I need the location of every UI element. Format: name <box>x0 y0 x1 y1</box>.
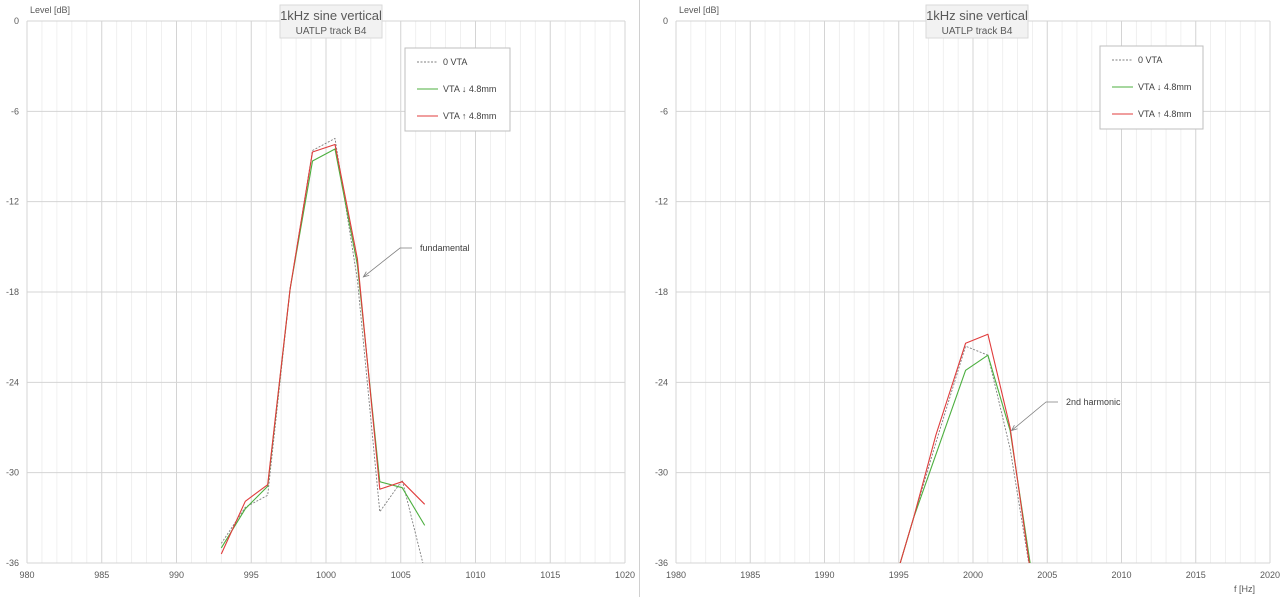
annotation-text: 2nd harmonic <box>1066 397 1121 407</box>
chart-title: 1kHz sine vertical <box>280 8 382 23</box>
x-tick-label: 1995 <box>889 570 909 580</box>
y-tick-label: -30 <box>6 468 19 478</box>
series-group <box>220 137 426 563</box>
x-tick-label: 1980 <box>666 570 686 580</box>
x-tick-label: 1000 <box>316 570 336 580</box>
y-tick-label: -12 <box>6 197 19 207</box>
chart-subtitle: UATLP track B4 <box>942 26 1013 37</box>
x-tick-label: 1020 <box>615 570 635 580</box>
x-tick-label: 990 <box>169 570 184 580</box>
annotation-arrowhead <box>1010 425 1018 432</box>
series-line-1 <box>899 345 1030 563</box>
title-box <box>925 4 1029 39</box>
annotation-leader <box>363 247 412 278</box>
title-box <box>279 4 383 39</box>
legend-label: 0 VTA <box>1138 55 1162 65</box>
series-line-1 <box>220 137 424 563</box>
y-tick-label: -18 <box>6 287 19 297</box>
legend-label: 0 VTA <box>443 57 467 67</box>
legend-label: VTA ↑ 4.8mm <box>443 111 496 121</box>
y-tick-label: 0 <box>663 16 668 26</box>
y-axis-label: Level [dB] <box>30 5 70 15</box>
x-tick-label: 2015 <box>1186 570 1206 580</box>
x-axis-label: f [Hz] <box>1234 584 1255 594</box>
y-axis-label: Level [dB] <box>679 5 719 15</box>
annotation-arrowhead <box>362 271 370 278</box>
legend-label: VTA ↓ 4.8mm <box>443 84 496 94</box>
x-tick-label: 995 <box>244 570 259 580</box>
chart-2: 1980 1985 1990 1995 2000 2005 2010 2015 2020 0 -6 -… <box>655 4 1280 594</box>
y-tick-label: -12 <box>655 197 668 207</box>
y-tick-label: -24 <box>655 377 668 387</box>
y-tick-label: -18 <box>655 287 668 297</box>
x-tick-label: 2000 <box>963 570 983 580</box>
x-tick-label: 980 <box>19 570 34 580</box>
legend-label: VTA ↑ 4.8mm <box>1138 109 1191 119</box>
series-line-3 <box>220 143 426 555</box>
y-tick-label: -6 <box>11 106 19 116</box>
y-tick-label: 0 <box>14 16 19 26</box>
x-tick-label: 1015 <box>540 570 560 580</box>
y-tick-label: -6 <box>660 106 668 116</box>
annotation-leader <box>1011 401 1058 431</box>
chart-1: 980 985 990 995 1000 1005 1010 1015 1020 0 -6 -12 -1… <box>6 4 635 580</box>
annotation-text: fundamental <box>420 243 470 253</box>
chart-title: 1kHz sine vertical <box>926 8 1028 23</box>
chart-subtitle: UATLP track B4 <box>296 26 367 37</box>
x-tick-label: 1985 <box>740 570 760 580</box>
x-tick-label: 1990 <box>814 570 834 580</box>
series-line-2 <box>220 148 426 549</box>
legend-label: VTA ↓ 4.8mm <box>1138 82 1191 92</box>
series-line-3 <box>899 333 1030 563</box>
x-tick-label: 985 <box>94 570 109 580</box>
x-tick-label: 2010 <box>1111 570 1131 580</box>
y-tick-label: -36 <box>6 558 19 568</box>
y-tick-label: -30 <box>655 468 668 478</box>
x-tick-label: 2005 <box>1037 570 1057 580</box>
y-tick-label: -24 <box>6 377 19 387</box>
x-tick-label: 1010 <box>465 570 485 580</box>
series-group <box>899 333 1031 563</box>
x-tick-label: 2020 <box>1260 570 1280 580</box>
x-tick-label: 1005 <box>391 570 411 580</box>
series-line-2 <box>899 354 1031 563</box>
y-tick-label: -36 <box>655 558 668 568</box>
